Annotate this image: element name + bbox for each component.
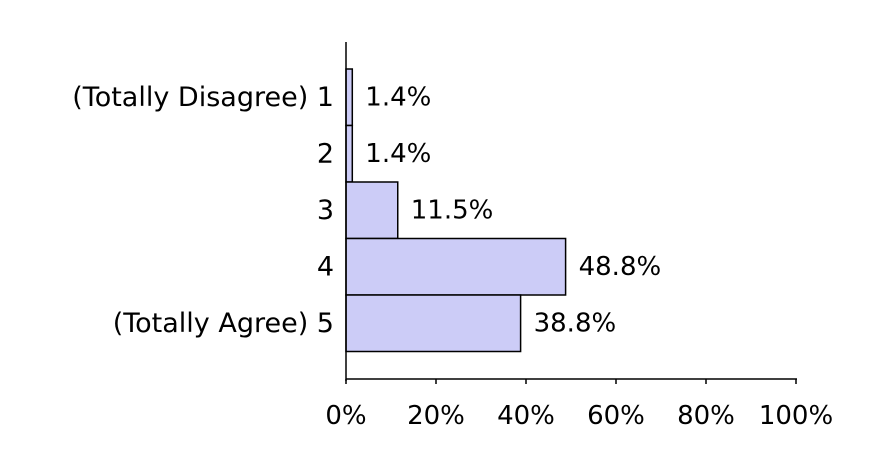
data-label-5: 38.8% — [534, 308, 617, 338]
data-label-4: 48.8% — [579, 252, 662, 282]
bar-4 — [345, 237, 567, 296]
data-label-2: 1.4% — [365, 139, 431, 169]
bar-2 — [345, 124, 354, 183]
data-label-1: 1.4% — [365, 82, 431, 112]
bars-group — [345, 68, 567, 353]
x-tick-label-100: 100% — [759, 401, 833, 431]
category-label-3: 3 — [317, 195, 334, 226]
x-tick-label-20: 20% — [407, 401, 465, 431]
x-ticks-group: 0% 20% 40% 60% 80% 100% — [325, 379, 833, 431]
data-labels-group: 1.4% 1.4% 11.5% 48.8% 38.8% — [365, 82, 661, 338]
x-tick-label-80: 80% — [677, 401, 735, 431]
x-tick-label-60: 60% — [587, 401, 645, 431]
category-labels-group: (Totally Disagree) 1 2 3 4 (Totally Agree) 5 — [72, 82, 334, 339]
x-tick-label-40: 40% — [497, 401, 555, 431]
category-label-4: 4 — [317, 251, 334, 282]
bar-1 — [345, 68, 354, 127]
category-label-1: (Totally Disagree) 1 — [72, 82, 334, 113]
bar-3 — [345, 181, 399, 240]
category-label-5: (Totally Agree) 5 — [113, 308, 334, 339]
category-label-2: 2 — [317, 138, 334, 169]
bar-5 — [345, 294, 522, 353]
x-tick-label-0: 0% — [325, 401, 366, 431]
data-label-3: 11.5% — [411, 195, 494, 225]
